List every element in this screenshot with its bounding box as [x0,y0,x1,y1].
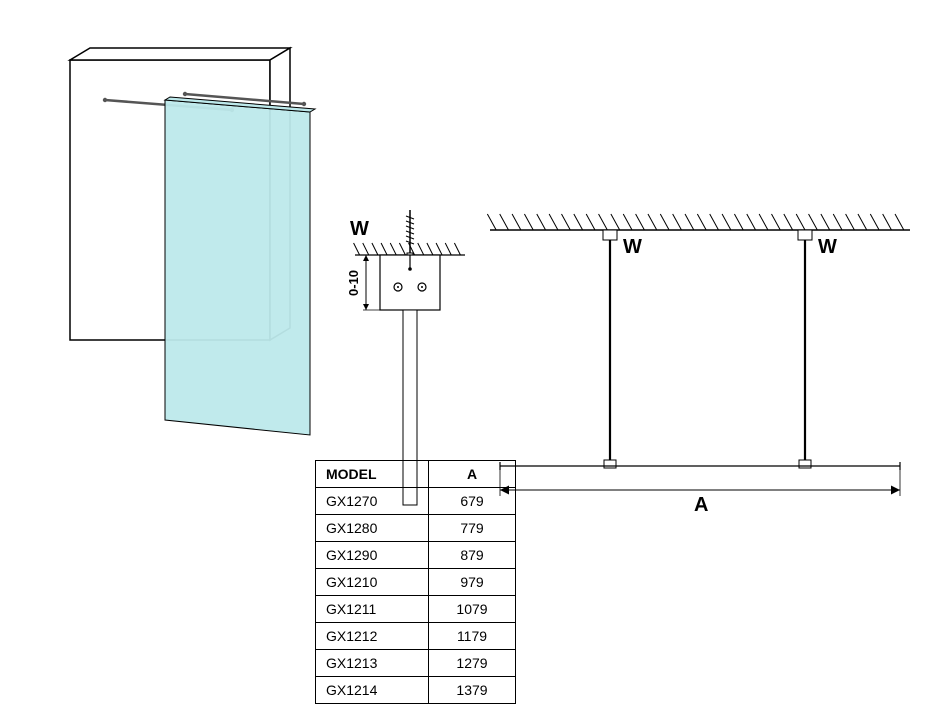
table-row: GX12131279 [316,650,516,677]
cell-model: GX1210 [316,569,429,596]
table-row: GX12111079 [316,596,516,623]
table-row: GX1280779 [316,515,516,542]
col-a-header: A [429,461,516,488]
cell-a: 1279 [429,650,516,677]
table-row: GX1270679 [316,488,516,515]
cell-a: 979 [429,569,516,596]
cell-model: GX1211 [316,596,429,623]
front-view [487,214,910,496]
table-row: GX12121179 [316,623,516,650]
cell-a: 679 [429,488,516,515]
cell-model: GX1280 [316,515,429,542]
cell-a: 779 [429,515,516,542]
label-gap: 0-10 [346,270,361,296]
stage: W 0-10 W W A MODEL A GX1270679GX1280779G… [0,0,928,686]
label-w-detail: W [350,218,369,241]
table-header-row: MODEL A [316,461,516,488]
col-model-header: MODEL [316,461,429,488]
label-a: A [694,494,708,517]
cell-a: 1379 [429,677,516,704]
iso-view [70,48,315,435]
cell-a: 879 [429,542,516,569]
table-row: GX1290879 [316,542,516,569]
cell-a: 1079 [429,596,516,623]
cell-model: GX1290 [316,542,429,569]
table-row: GX1210979 [316,569,516,596]
cell-model: GX1212 [316,623,429,650]
table-row: GX12141379 [316,677,516,704]
model-table: MODEL A GX1270679GX1280779GX1290879GX121… [315,460,516,704]
label-w-right: W [818,236,837,259]
cell-model: GX1270 [316,488,429,515]
cell-model: GX1213 [316,650,429,677]
cell-a: 1179 [429,623,516,650]
label-w-left: W [623,236,642,259]
cell-model: GX1214 [316,677,429,704]
